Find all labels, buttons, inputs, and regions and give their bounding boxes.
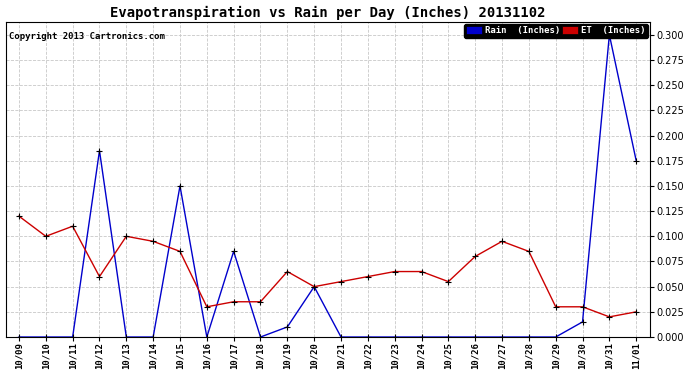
Title: Evapotranspiration vs Rain per Day (Inches) 20131102: Evapotranspiration vs Rain per Day (Inch… (110, 6, 545, 20)
Text: Copyright 2013 Cartronics.com: Copyright 2013 Cartronics.com (9, 32, 165, 41)
Legend: Rain  (Inches), ET  (Inches): Rain (Inches), ET (Inches) (464, 24, 648, 38)
